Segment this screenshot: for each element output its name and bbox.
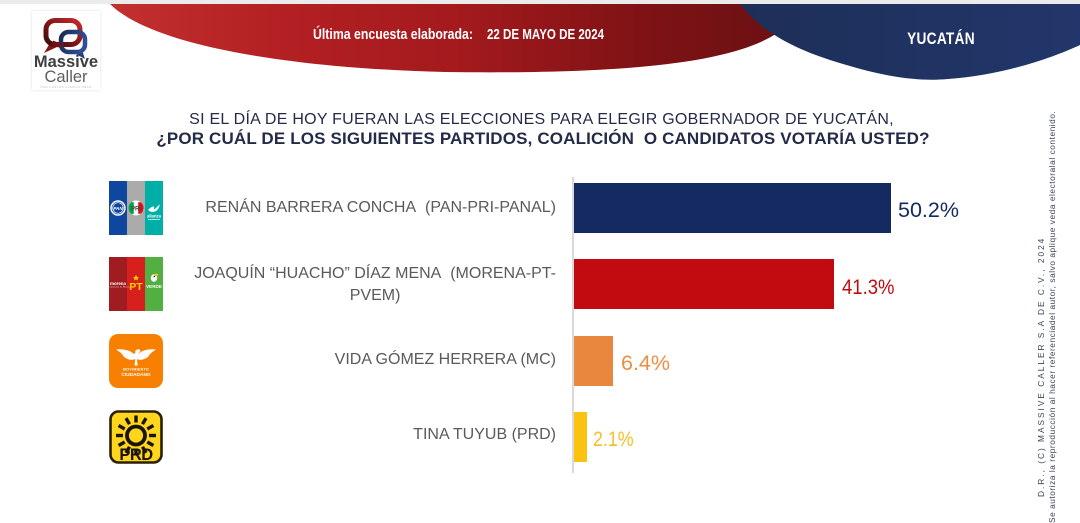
svg-text:PRI: PRI <box>131 206 141 212</box>
svg-text:PRD: PRD <box>119 446 153 464</box>
svg-text:alianza: alianza <box>147 213 162 218</box>
svg-text:PAN: PAN <box>113 205 123 210</box>
svg-text:CIUDADANO: CIUDADANO <box>121 372 151 378</box>
svg-text:PT: PT <box>129 281 143 293</box>
svg-text:MOVIMIENTO: MOVIMIENTO <box>123 367 149 371</box>
svg-text:La esperanza de México: La esperanza de México <box>109 286 129 289</box>
svg-text:VERDE: VERDE <box>146 284 162 289</box>
svg-text:morena: morena <box>110 281 126 286</box>
